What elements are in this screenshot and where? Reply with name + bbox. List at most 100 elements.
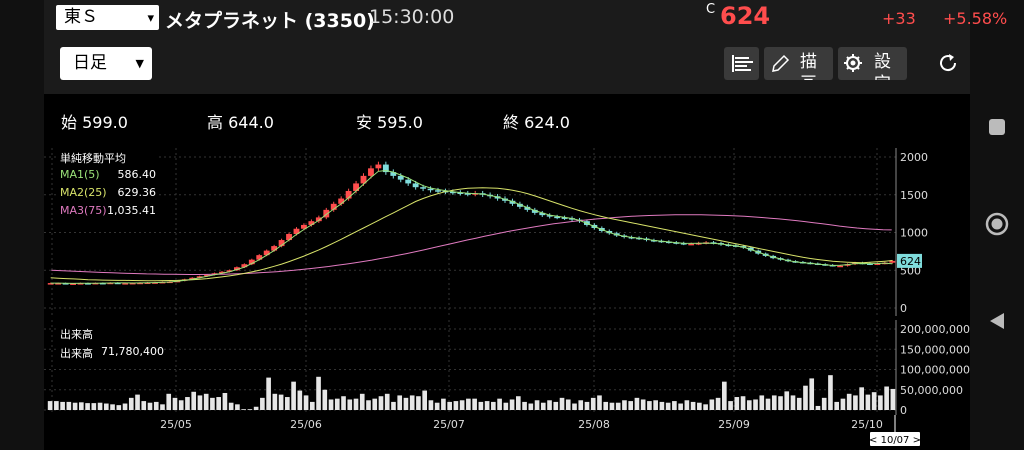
candle (77, 283, 84, 285)
exchange-select[interactable]: 東Ｓ ▾ (56, 5, 159, 30)
candle (226, 270, 233, 272)
volume-bar (85, 403, 90, 410)
candle (539, 212, 546, 216)
volume-bar (441, 398, 446, 410)
volume-bar (834, 401, 840, 410)
circle-icon[interactable] (985, 212, 1009, 236)
candle (375, 164, 382, 169)
volume-bar (534, 400, 540, 410)
volume-bar (322, 389, 328, 410)
volume-legend-title: 出来高 (60, 328, 93, 341)
ma-legend: 単純移動平均 MA1(5) 586.40 MA2(25) 629.36 MA3(… (57, 148, 157, 227)
volume-bar (166, 393, 172, 410)
candle (516, 203, 523, 207)
volume-bar (728, 401, 733, 410)
candle (405, 179, 412, 184)
volume-bar (809, 378, 815, 410)
volume-bar (672, 401, 677, 410)
volume-bar (79, 402, 84, 410)
candle (271, 246, 278, 251)
quote-header: 東Ｓ ▾ メタプラネット (3350) 15:30:00 C 624 +33 +… (44, 0, 1007, 36)
volume-bar (316, 376, 321, 410)
period-label: 日足 (73, 53, 107, 73)
exchange-label: 東Ｓ (64, 7, 98, 27)
triangle-down-icon: ▼ (135, 57, 144, 70)
candle (256, 255, 263, 260)
candle (293, 228, 300, 235)
ma3-line (51, 214, 892, 275)
refresh-icon[interactable] (936, 51, 960, 75)
candle (397, 175, 404, 180)
candle (129, 282, 136, 285)
volume-bar (547, 400, 552, 410)
quote-time: 15:30:00 (369, 6, 455, 28)
candle (263, 250, 270, 256)
candle (412, 183, 419, 188)
back-triangle-icon[interactable] (988, 311, 1006, 331)
volume-bar (597, 395, 602, 410)
volume-bar (203, 393, 209, 410)
price-change: +33 (882, 9, 916, 28)
volume-bar (715, 397, 721, 410)
current-price: 624 (720, 2, 771, 30)
gear-icon (844, 54, 862, 72)
volume-bar (821, 397, 827, 410)
volume-bar (722, 381, 727, 410)
volume-bar (160, 404, 165, 410)
ma2-value: 629.36 (117, 186, 157, 199)
volume-bar (497, 398, 502, 410)
volume-bar (796, 397, 802, 410)
period-select[interactable]: 日足 ▼ (60, 47, 152, 80)
candle (308, 221, 315, 225)
volume-bar (572, 403, 577, 410)
candle (546, 215, 553, 217)
volume-bar (434, 402, 440, 410)
bars-icon (732, 55, 753, 72)
volume-bar (853, 395, 858, 410)
volume-bar (341, 396, 346, 410)
volume-bar (690, 401, 696, 410)
volume-bar (228, 402, 234, 410)
volume-value: 71,780,400 (101, 345, 164, 358)
ma3-label: MA3(75) (60, 204, 107, 217)
volume-bar (191, 391, 197, 410)
draw-button[interactable]: 描画 (764, 47, 833, 80)
price-chart[interactable]: 2000150010005000200,000,000150,000,00010… (44, 148, 970, 450)
volume-bar (859, 387, 864, 410)
volume-bar (416, 396, 421, 410)
volume-bar (459, 400, 465, 410)
candle (233, 267, 240, 271)
last-price-tag (897, 253, 922, 268)
high-label: 高 (207, 113, 224, 132)
candle (55, 283, 62, 285)
candle (457, 192, 464, 194)
candle (122, 283, 129, 285)
caret-down-icon: ▾ (147, 11, 154, 26)
candle (837, 265, 844, 268)
volume-bar (110, 404, 115, 410)
volume-bar (515, 396, 521, 410)
x-tick-label: 25/08 (578, 418, 610, 431)
volume-bar (491, 401, 496, 410)
volume-bar (553, 401, 559, 410)
volume-bar (584, 401, 590, 410)
volume-bar (609, 402, 615, 410)
x-tick-label: 25/05 (160, 418, 192, 431)
candle (137, 282, 144, 285)
volume-bar (353, 398, 359, 410)
candle (464, 193, 471, 195)
current-price-mark: C (706, 2, 716, 17)
volume-bar (260, 397, 265, 410)
volume-bar (91, 403, 97, 410)
square-icon[interactable] (987, 117, 1007, 137)
close-price: 終 624.0 (503, 109, 570, 133)
low-label: 安 (356, 113, 373, 132)
volume-bar (197, 395, 203, 410)
ma1-label: MA1(5) (60, 168, 100, 181)
volume-bar (397, 395, 403, 410)
candle (554, 216, 561, 219)
volume-bar (453, 401, 459, 410)
settings-button[interactable]: 設定 (838, 47, 907, 80)
indicator-list-button[interactable] (724, 47, 759, 80)
candle (196, 276, 203, 278)
